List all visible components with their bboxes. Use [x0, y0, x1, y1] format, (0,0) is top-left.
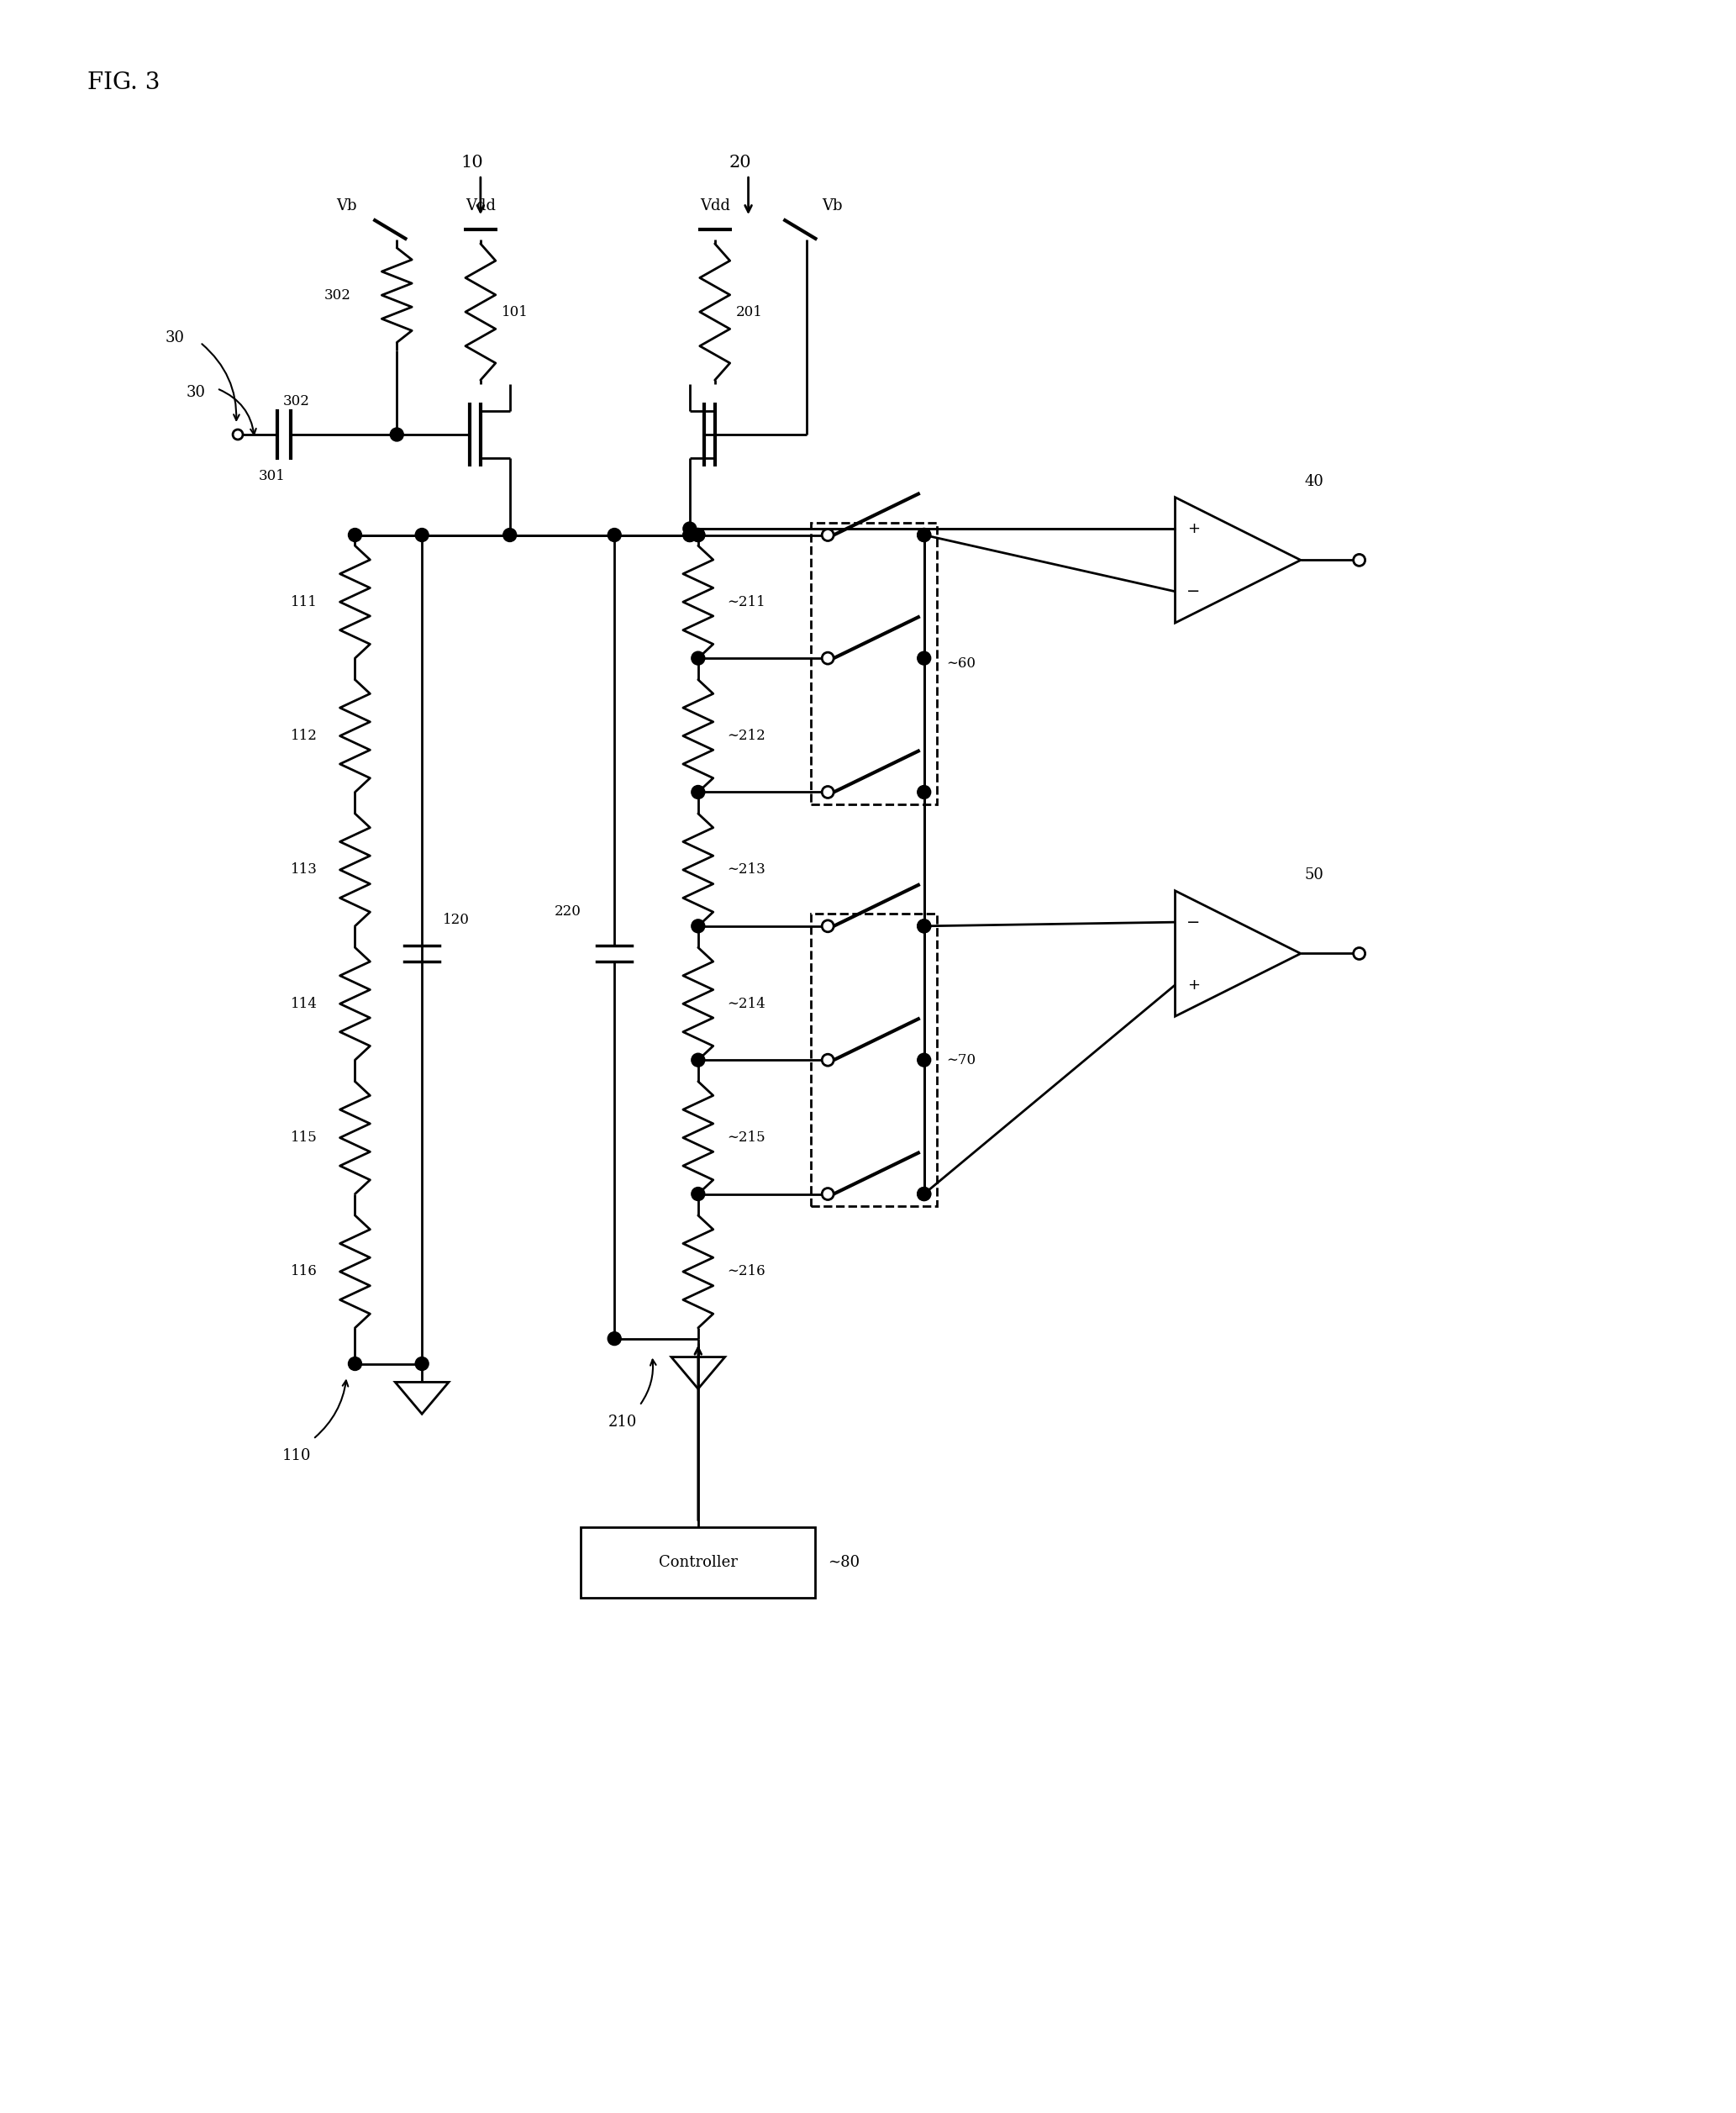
Circle shape [691, 528, 705, 541]
Text: ∼80: ∼80 [828, 1555, 859, 1570]
Text: 10: 10 [462, 154, 483, 171]
Circle shape [391, 427, 403, 442]
Text: 113: 113 [290, 862, 318, 877]
Text: FIG. 3: FIG. 3 [87, 72, 160, 95]
Text: 110: 110 [281, 1447, 311, 1464]
Text: −: − [1187, 915, 1200, 930]
Circle shape [917, 651, 930, 666]
Text: 116: 116 [290, 1264, 318, 1278]
Text: ∼213: ∼213 [727, 862, 766, 877]
Text: Vdd: Vdd [700, 199, 729, 213]
Circle shape [917, 528, 930, 541]
Text: 50: 50 [1305, 866, 1325, 883]
Circle shape [917, 1188, 930, 1200]
Text: Vdd: Vdd [465, 199, 496, 213]
Text: 301: 301 [259, 469, 285, 484]
Circle shape [917, 1052, 930, 1067]
Text: 210: 210 [608, 1416, 637, 1431]
Circle shape [821, 1188, 833, 1200]
Text: ∼211: ∼211 [727, 594, 766, 609]
Circle shape [349, 528, 361, 541]
Text: Vb: Vb [337, 199, 358, 213]
Text: 114: 114 [290, 997, 318, 1010]
Text: Controller: Controller [658, 1555, 738, 1570]
Text: +: + [1187, 978, 1200, 993]
Circle shape [691, 919, 705, 932]
Text: ∼60: ∼60 [946, 657, 976, 670]
Circle shape [917, 786, 930, 799]
Text: 101: 101 [502, 304, 528, 319]
Circle shape [233, 429, 243, 440]
Circle shape [821, 786, 833, 799]
Circle shape [682, 528, 696, 541]
Text: ∼214: ∼214 [727, 997, 766, 1010]
Circle shape [415, 1357, 429, 1371]
Text: 302: 302 [283, 393, 309, 408]
Circle shape [691, 1188, 705, 1200]
Text: ∼215: ∼215 [727, 1130, 766, 1145]
Text: 120: 120 [443, 913, 470, 928]
Circle shape [821, 921, 833, 932]
Circle shape [917, 919, 930, 932]
Text: 115: 115 [290, 1130, 318, 1145]
Circle shape [682, 528, 696, 541]
Circle shape [691, 528, 705, 541]
Circle shape [691, 651, 705, 666]
Circle shape [821, 1054, 833, 1065]
Circle shape [1354, 947, 1364, 959]
Text: 30: 30 [186, 385, 205, 399]
Text: 111: 111 [290, 594, 318, 609]
Circle shape [917, 1188, 930, 1200]
Circle shape [349, 1357, 361, 1371]
Text: 30: 30 [165, 332, 184, 347]
Text: 40: 40 [1305, 473, 1325, 488]
Text: Vb: Vb [821, 199, 842, 213]
Circle shape [503, 528, 517, 541]
Circle shape [917, 919, 930, 932]
Text: 112: 112 [290, 729, 318, 744]
Text: 201: 201 [736, 304, 762, 319]
Circle shape [691, 786, 705, 799]
Circle shape [608, 528, 621, 541]
Text: 220: 220 [554, 904, 582, 919]
Text: 20: 20 [729, 154, 752, 171]
Circle shape [682, 522, 696, 535]
Circle shape [608, 1331, 621, 1346]
Text: ∼216: ∼216 [727, 1264, 766, 1278]
Circle shape [821, 528, 833, 541]
Text: 302: 302 [325, 287, 351, 302]
Circle shape [691, 1052, 705, 1067]
Text: +: + [1187, 522, 1200, 537]
Text: ∼212: ∼212 [727, 729, 766, 744]
Circle shape [415, 528, 429, 541]
Circle shape [1354, 554, 1364, 566]
Text: −: − [1187, 583, 1200, 600]
Text: ∼70: ∼70 [946, 1052, 976, 1067]
Circle shape [821, 653, 833, 663]
Circle shape [917, 528, 930, 541]
